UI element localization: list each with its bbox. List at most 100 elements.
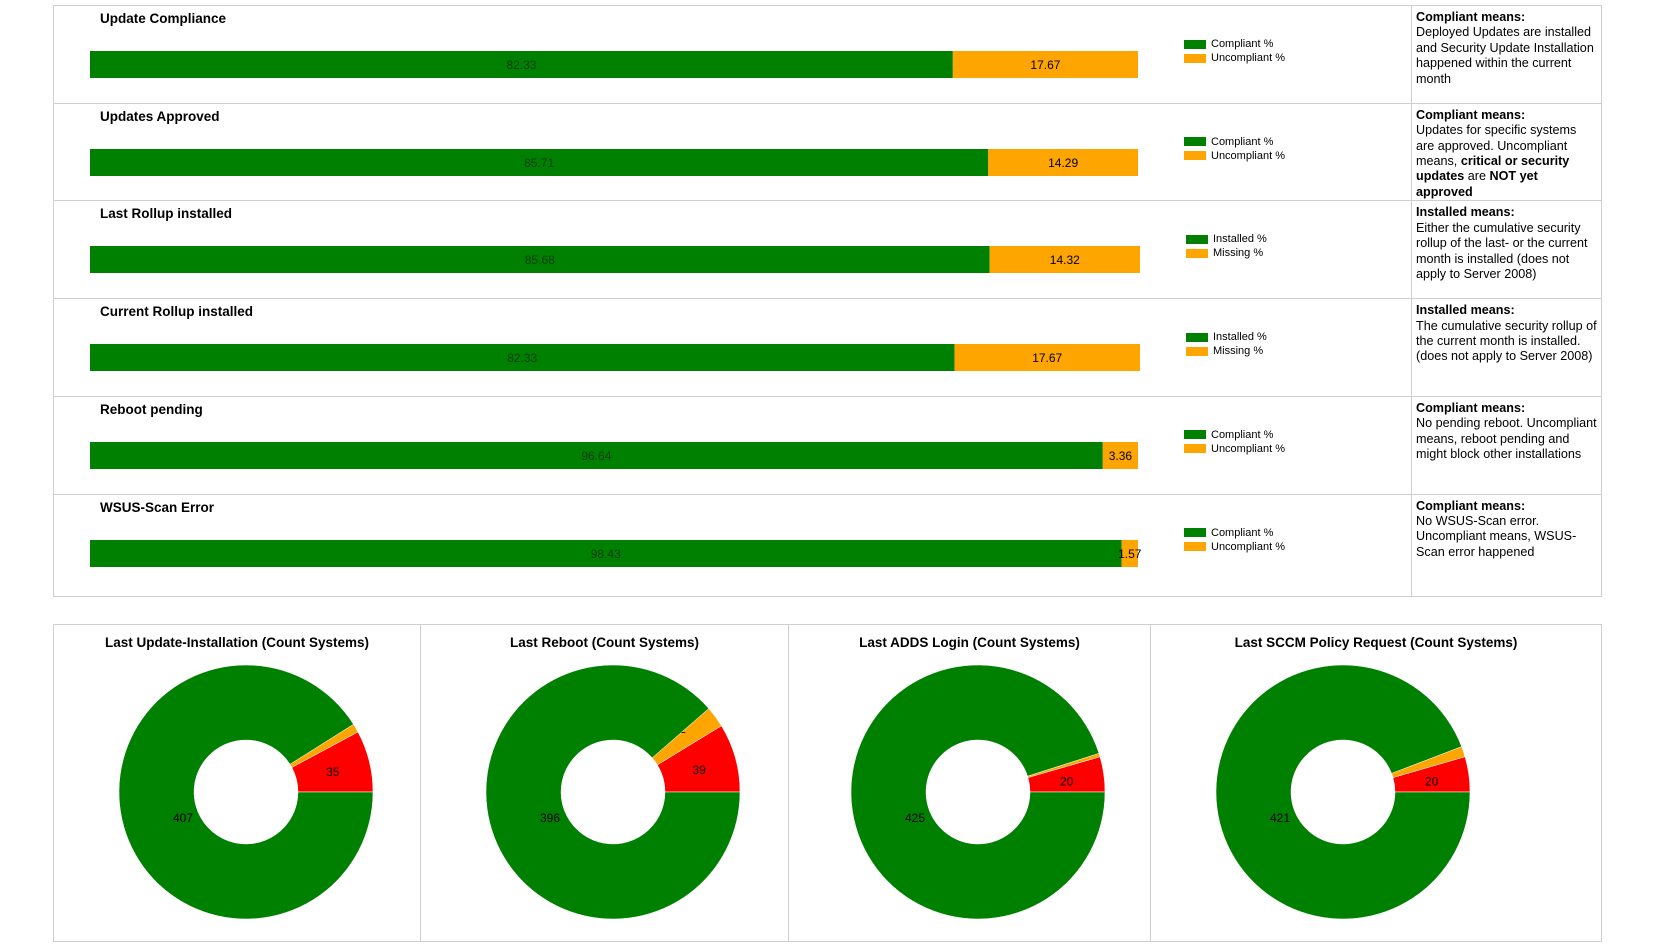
bar-plot: 98.43 1.57 bbox=[90, 539, 1142, 567]
legend-label: Missing % bbox=[1213, 345, 1264, 358]
legend-label: Uncompliant % bbox=[1211, 442, 1285, 455]
chart-row: Current Rollup installed 82.33 17.67 Instal… bbox=[53, 298, 1602, 402]
description-text: No WSUS-Scan error. Uncompliant means, W… bbox=[1416, 514, 1576, 559]
description-panel: Installed means: Either the cumulative se… bbox=[1411, 201, 1601, 303]
bar-chart: Update Compliance 82.33 17.67 Compliant % Un… bbox=[54, 6, 1411, 107]
bar-segment-primary bbox=[90, 246, 990, 274]
chart-row: Update Compliance 82.33 17.67 Compliant % Un… bbox=[53, 5, 1602, 108]
bar-segment-secondary bbox=[1102, 441, 1138, 469]
legend-item: Installed % bbox=[1186, 330, 1267, 344]
bar-segment-primary bbox=[90, 344, 955, 372]
donut-chart: Last Update-Installation (Count Systems)… bbox=[53, 624, 421, 942]
chart-title: Last ADDS Login (Count Systems) bbox=[859, 635, 1080, 650]
description-heading: Installed means: bbox=[1416, 205, 1515, 220]
description-fragment: No WSUS-Scan error. Uncompliant means, W… bbox=[1416, 513, 1577, 559]
bar-segment-primary bbox=[90, 148, 989, 176]
legend-swatch bbox=[1184, 137, 1206, 147]
legend-label: Installed % bbox=[1213, 233, 1267, 246]
chart-row: Last Rollup installed 85.68 14.32 Installed… bbox=[53, 200, 1602, 304]
donut-plot: 3912396 bbox=[485, 664, 741, 920]
bar-value-label: 82.33 bbox=[506, 58, 536, 72]
legend-label: Compliant % bbox=[1211, 38, 1274, 50]
bar-segment-primary bbox=[90, 51, 953, 78]
chart-title: Last Reboot (Count Systems) bbox=[509, 635, 699, 650]
bar-chart: Updates Approved 85.71 14.29 Compliant % Unc… bbox=[54, 104, 1411, 205]
legend-item: Uncompliant % bbox=[1184, 149, 1285, 163]
legend-item: Uncompliant % bbox=[1184, 51, 1285, 65]
chart-row: Updates Approved 85.71 14.29 Compliant % Unc… bbox=[53, 102, 1602, 206]
description-fragment: Deployed Updates are installed and Secur… bbox=[1416, 25, 1594, 86]
legend-label: Missing % bbox=[1213, 247, 1264, 260]
legend-swatch bbox=[1184, 430, 1206, 440]
description-text: Updates for specific systems are approve… bbox=[1416, 123, 1576, 199]
bar-value-label: 14.29 bbox=[1048, 156, 1078, 170]
slice-value-label: 396 bbox=[540, 811, 560, 825]
legend-label: Compliant % bbox=[1211, 135, 1274, 148]
bar-plot: 85.71 14.29 bbox=[90, 148, 1138, 176]
bar-value-label: 17.67 bbox=[1030, 58, 1060, 72]
bar-segment-primary bbox=[90, 441, 1103, 469]
legend-item: Compliant % bbox=[1184, 428, 1285, 442]
legend-swatch bbox=[1184, 151, 1206, 161]
legend-swatch bbox=[1186, 234, 1208, 244]
bar-segment-secondary bbox=[954, 344, 1140, 372]
chart-title: Last Update-Installation (Count Systems) bbox=[104, 635, 370, 650]
bar-segment-secondary bbox=[952, 51, 1138, 78]
bar-value-label: 17.67 bbox=[1032, 351, 1062, 365]
legend-item: Uncompliant % bbox=[1184, 442, 1285, 456]
donut-slice bbox=[1215, 664, 1471, 920]
description-heading: Compliant means: bbox=[1416, 400, 1526, 415]
legend-item: Compliant % bbox=[1184, 135, 1285, 149]
chart-legend: Compliant % Uncompliant % bbox=[1184, 37, 1285, 65]
bar-segment-secondary bbox=[1121, 539, 1138, 567]
chart-legend: Compliant % Uncompliant % bbox=[1184, 526, 1285, 554]
legend-swatch bbox=[1184, 53, 1206, 63]
bar-value-label: 14.32 bbox=[1050, 253, 1080, 267]
donut-chart-row: Last Update-Installation (Count Systems)… bbox=[53, 624, 1602, 942]
chart-title: Update Compliance bbox=[100, 11, 227, 26]
donut-slice bbox=[118, 664, 374, 920]
description-panel: Compliant means: Updates for specific sys… bbox=[1411, 103, 1601, 205]
bar-value-label: 98.43 bbox=[591, 547, 621, 561]
legend-label: Installed % bbox=[1213, 331, 1267, 344]
description-fragment: Either the cumulative security rollup of… bbox=[1416, 220, 1588, 282]
bar-value-label: 85.68 bbox=[525, 253, 555, 267]
bar-plot: 82.33 17.67 bbox=[90, 344, 1140, 372]
legend-swatch bbox=[1186, 332, 1208, 342]
slice-value-label: 421 bbox=[1270, 811, 1290, 825]
description-panel: Compliant means: No pending reboot. Uncom… bbox=[1411, 396, 1601, 498]
description-text: The cumulative security rollup of the cu… bbox=[1416, 319, 1597, 364]
description-heading: Compliant means: bbox=[1416, 10, 1526, 24]
bar-segment-primary bbox=[90, 539, 1122, 567]
legend-swatch bbox=[1186, 248, 1208, 258]
slice-value-label: 425 bbox=[905, 811, 925, 825]
bar-value-label: 96.64 bbox=[581, 449, 611, 463]
legend-swatch bbox=[1184, 542, 1206, 551]
bar-value-label: 85.71 bbox=[524, 156, 554, 170]
description-heading: Compliant means: bbox=[1416, 107, 1526, 122]
legend-item: Installed % bbox=[1186, 232, 1267, 246]
description-text: No pending reboot. Uncompliant means, re… bbox=[1416, 416, 1597, 461]
bar-plot: 82.33 17.67 bbox=[90, 51, 1138, 78]
bar-segment-secondary bbox=[988, 148, 1138, 176]
bar-chart: Last Rollup installed 85.68 14.32 Installed… bbox=[54, 201, 1411, 302]
legend-label: Compliant % bbox=[1211, 526, 1274, 539]
legend-item: Compliant % bbox=[1184, 526, 1285, 540]
legend-swatch bbox=[1184, 528, 1206, 537]
bar-segment-secondary bbox=[989, 246, 1140, 274]
legend-label: Compliant % bbox=[1211, 428, 1274, 441]
chart-row: Reboot pending 96.64 3.36 Compliant % Uncomp… bbox=[53, 395, 1602, 499]
chart-title: Current Rollup installed bbox=[100, 304, 254, 320]
bar-value-label: 1.57 bbox=[1118, 547, 1142, 561]
chart-title: Last SCCM Policy Request (Count Systems) bbox=[1234, 635, 1518, 650]
chart-legend: Compliant % Uncompliant % bbox=[1184, 135, 1285, 163]
bar-chart: Current Rollup installed 82.33 17.67 Instal… bbox=[54, 299, 1411, 400]
slice-value-label: 407 bbox=[173, 811, 193, 825]
legend-item: Uncompliant % bbox=[1184, 540, 1285, 554]
description-fragment: Updates for specific systems are approve… bbox=[1416, 123, 1577, 168]
slice-value-label: 39 bbox=[692, 763, 706, 777]
description-fragment: are bbox=[1464, 169, 1490, 184]
donut-plot: 202425 bbox=[850, 664, 1106, 920]
bar-plot: 85.68 14.32 bbox=[90, 246, 1140, 274]
dashboard: Update Compliance 82.33 17.67 Compliant % Un… bbox=[53, 5, 1602, 942]
